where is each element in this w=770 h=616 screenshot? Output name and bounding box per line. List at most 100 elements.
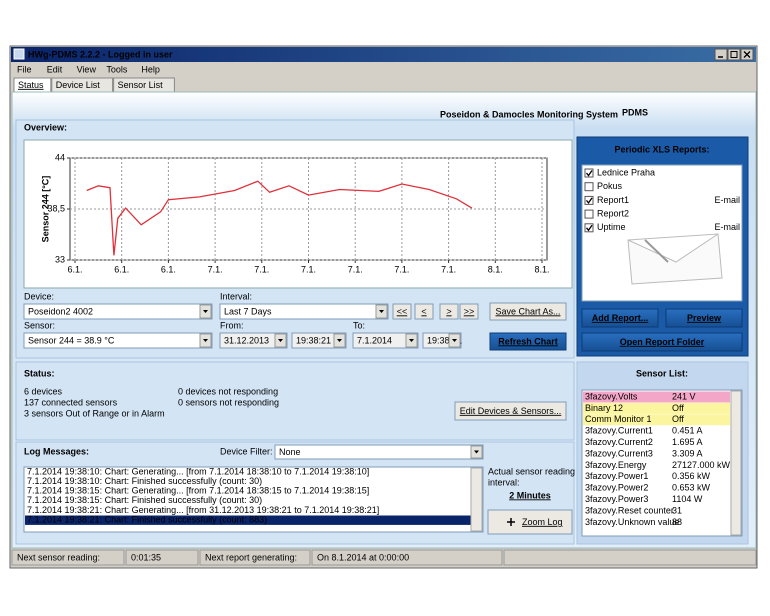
arrow-icon (278, 339, 283, 342)
filter-combo[interactable] (274, 444, 484, 460)
nav-button[interactable] (414, 303, 434, 320)
refresh-chart-button[interactable] (489, 332, 567, 351)
nav-button-label: << (397, 306, 408, 316)
report-checkbox[interactable] (584, 195, 594, 205)
statusbar-text: 0:01:35 (131, 552, 161, 562)
sensor-name[interactable]: 3fazovy.Power3 (585, 494, 648, 504)
report-name[interactable]: Report1 (597, 195, 629, 205)
sensor-name[interactable]: 3fazovy.Volts (585, 391, 638, 401)
interval-label: Interval: (220, 291, 252, 301)
log-message[interactable]: 7.1.2014 19:38:15: Chart: Generating... … (27, 486, 369, 496)
x-tick-label: 7.1. (348, 264, 363, 274)
log-message[interactable]: 7.1.2014 19:38:10: Chart: Finished succe… (27, 476, 262, 486)
sensor-row-highlight (583, 414, 730, 426)
refresh-chart-button-label: Refresh Chart (498, 336, 558, 346)
add-report-button-label: Add Report... (592, 313, 649, 323)
status-line: 0 sensors not responding (178, 397, 279, 407)
report-name[interactable]: Uptime (597, 222, 626, 232)
sensor-name[interactable]: 3fazovy.Current1 (585, 426, 653, 436)
menu-item[interactable]: Help (141, 64, 160, 74)
nav-button[interactable] (439, 303, 459, 320)
window-title: HWg-PDMS 2.2.2 - Logged in user (28, 49, 173, 59)
status-line: 0 devices not responding (178, 386, 278, 396)
sensor-name[interactable]: Comm Monitor 1 (585, 414, 652, 424)
nav-button[interactable] (392, 303, 412, 320)
x-tick-label: 7.1. (208, 264, 223, 274)
from-date-value: 31.12.2013 (224, 335, 269, 345)
check-mark (585, 197, 593, 204)
device-label: Device: (24, 291, 54, 301)
sensor-name[interactable]: 3fazovy.Current3 (585, 448, 653, 458)
add-report-button[interactable] (581, 308, 659, 328)
y-tick-label: 44 (55, 152, 65, 162)
y-tick-label: 38,5 (47, 203, 65, 213)
app-icon (13, 48, 25, 60)
arrow-icon (379, 310, 384, 313)
sensor-value: 1.695 A (672, 437, 703, 447)
sensor-name[interactable]: 3fazovy.Energy (585, 460, 647, 470)
from-date[interactable] (219, 332, 288, 349)
zoom-log-label: Zoom Log (522, 517, 563, 527)
log-scrollbar[interactable] (470, 467, 483, 532)
menu-item[interactable]: Tools (106, 64, 128, 74)
from-label: From: (220, 320, 244, 330)
sensor-value: 27127.000 kWh (672, 460, 735, 470)
plus-icon (507, 518, 515, 526)
status-line: 3 sensors Out of Range or in Alarm (24, 408, 165, 418)
report-name[interactable]: Pokus (597, 181, 623, 191)
check-mark (585, 224, 593, 232)
sensor-value: 241 V (672, 391, 696, 401)
nav-button[interactable] (459, 303, 479, 320)
report-name[interactable]: Report2 (597, 208, 629, 218)
log-message[interactable]: 7.1.2014 19:38:21: Chart: Finished succe… (27, 514, 267, 524)
check-mark (585, 170, 593, 177)
interval-value[interactable]: 2 Minutes (509, 490, 551, 500)
open-report-folder-button[interactable] (581, 332, 743, 352)
to-date[interactable] (352, 332, 419, 349)
sensor-name[interactable]: 3fazovy.Reset counter (585, 505, 674, 515)
sensor-name[interactable]: 3fazovy.Current2 (585, 437, 653, 447)
from-time[interactable] (291, 332, 347, 349)
y-tick-label: 33 (55, 254, 65, 264)
edit-devices-button[interactable] (454, 401, 567, 421)
sensor-scrollbar[interactable] (730, 390, 742, 536)
interval-combo[interactable] (219, 303, 389, 320)
report-checkbox[interactable] (584, 223, 594, 233)
minimize-button[interactable] (714, 48, 728, 61)
sensor-name[interactable]: 3fazovy.Power2 (585, 483, 648, 493)
reports-title: Periodic XLS Reports: (614, 144, 709, 154)
sensor-name[interactable]: 3fazovy.Power1 (585, 471, 648, 481)
zoom-log-button[interactable] (487, 509, 573, 535)
report-name[interactable]: Lednice Praha (597, 167, 655, 177)
status-section (15, 361, 575, 441)
menu-item[interactable]: File (17, 64, 32, 74)
interval-combo-value: Last 7 Days (224, 306, 272, 316)
log-message[interactable]: 7.1.2014 19:38:21: Chart: Generating... … (27, 505, 379, 515)
save-chart-button[interactable] (489, 302, 567, 321)
header-logo: PDMS (622, 107, 648, 117)
sensor-value: 0.356 kW (672, 471, 711, 481)
report-checkbox[interactable] (584, 182, 594, 192)
sensor-name[interactable]: 3fazovy.Unknown value (585, 517, 679, 527)
overview-title: Overview: (24, 122, 67, 132)
sensor-combo[interactable] (23, 332, 213, 349)
preview-button[interactable] (665, 308, 743, 328)
x-tick-label: 8.1. (488, 264, 503, 274)
y-axis-title: Sensor 244 [°C] (40, 176, 50, 243)
filter-label: Device Filter: (220, 446, 273, 456)
maximize-button[interactable] (727, 48, 741, 61)
log-message[interactable]: 7.1.2014 19:38:15: Chart: Finished succe… (27, 495, 262, 505)
log-message[interactable]: 7.1.2014 19:38:10: Chart: Generating... … (27, 466, 369, 476)
report-checkbox[interactable] (584, 209, 594, 219)
device-combo[interactable] (23, 303, 213, 320)
report-type: E-mail (714, 195, 740, 205)
to-time-value: 19:38:21 (427, 335, 462, 345)
statusbar-field (125, 549, 199, 566)
report-checkbox[interactable] (584, 168, 594, 178)
menu-item[interactable]: Edit (47, 64, 63, 74)
interval-text: interval: (488, 477, 520, 487)
menu-item[interactable]: View (77, 64, 97, 74)
statusbar-field (11, 549, 125, 566)
sensor-name[interactable]: Binary 12 (585, 403, 623, 413)
